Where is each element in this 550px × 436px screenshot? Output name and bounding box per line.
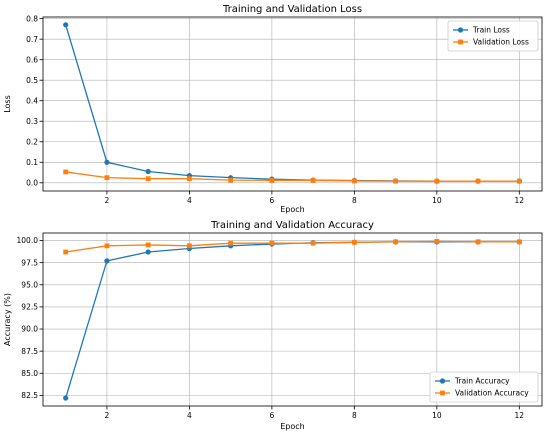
legend-marker-circle xyxy=(439,378,446,384)
legend: Train Accuracy Validation Accuracy xyxy=(429,371,539,403)
legend-box xyxy=(429,371,539,403)
data-point-validation xyxy=(393,178,398,184)
data-point-train xyxy=(63,22,69,28)
x-tick-label: 12 xyxy=(515,411,525,420)
legend-label: Train Accuracy xyxy=(454,377,510,386)
data-point-validation xyxy=(475,178,481,184)
x-tick-label: 4 xyxy=(187,196,192,205)
y-tick-label: 82.5 xyxy=(21,391,38,400)
y-tick-label: 97.5 xyxy=(21,258,38,267)
series-line-validation xyxy=(65,240,520,253)
y-tick-label: 92.5 xyxy=(21,303,38,312)
chart-title: Training and Validation Loss xyxy=(222,4,362,15)
data-point-validation xyxy=(475,239,481,245)
accuracy-chart: 2 4 6 8 10 12 82.5 85.0 87.5 90.0 92.5 95.0 97.5 100.… xyxy=(3,220,543,431)
data-point-validation xyxy=(145,242,151,248)
legend-label: Validation Accuracy xyxy=(455,389,529,398)
data-point-validation xyxy=(187,243,192,249)
x-tick-label: 8 xyxy=(352,196,357,205)
data-point-train xyxy=(145,249,151,255)
x-tick-label: 6 xyxy=(269,411,274,420)
data-point-validation xyxy=(228,177,234,183)
x-tick-label: 8 xyxy=(352,411,357,420)
data-point-train xyxy=(63,395,69,401)
x-tick-label: 2 xyxy=(105,411,110,420)
y-tick-label: 0.1 xyxy=(26,158,38,167)
x-tick-label: 2 xyxy=(105,196,110,205)
y-tick-label: 0.8 xyxy=(26,14,38,23)
legend-marker-square xyxy=(458,39,463,45)
y-tick-label: 100.0 xyxy=(17,236,39,245)
x-tick-label: 10 xyxy=(432,196,442,205)
data-point-validation xyxy=(228,240,234,246)
x-tick-label: 12 xyxy=(515,196,525,205)
legend-marker-circle xyxy=(457,27,464,33)
data-point-validation xyxy=(516,239,522,245)
legend-label: Validation Loss xyxy=(473,38,529,47)
data-point-validation xyxy=(516,178,522,184)
data-point-train xyxy=(104,258,110,264)
y-axis-label: Accuracy (%) xyxy=(3,293,12,346)
x-tick-label: 6 xyxy=(269,196,274,205)
data-point-validation xyxy=(393,239,398,245)
data-point-validation xyxy=(434,178,440,184)
y-tick-label: 0.7 xyxy=(26,35,38,44)
data-point-train xyxy=(145,168,151,175)
plot-frame xyxy=(42,232,543,407)
legend-label: Train Loss xyxy=(472,26,510,35)
data-point-validation xyxy=(310,177,316,183)
x-tick-label: 10 xyxy=(432,411,442,420)
y-tick-label: 0.0 xyxy=(26,178,38,187)
data-point-validation xyxy=(187,176,192,182)
y-tick-label: 90.0 xyxy=(21,325,38,334)
y-tick-label: 0.5 xyxy=(26,76,38,85)
y-tick-label: 87.5 xyxy=(21,347,38,356)
y-axis-label: Loss xyxy=(3,95,12,113)
legend-marker-square xyxy=(440,390,445,396)
x-axis-label: Epoch xyxy=(280,205,305,214)
data-point-train xyxy=(104,159,110,165)
data-point-validation xyxy=(104,243,110,249)
loss-chart: 2 4 6 8 10 12 0.0 0.1 0.2 0.3 0.4 0.5 0.6 0.7 0.8 Train… xyxy=(3,4,543,214)
x-tick-label: 4 xyxy=(187,411,192,420)
plot-frame xyxy=(42,16,543,192)
data-point-validation xyxy=(63,169,69,175)
y-tick-label: 0.6 xyxy=(26,55,38,64)
series-line-validation xyxy=(65,171,520,182)
data-point-validation xyxy=(310,240,316,246)
data-point-validation xyxy=(351,239,357,245)
y-tick-label: 0.4 xyxy=(26,96,38,105)
data-point-validation xyxy=(63,249,69,255)
x-axis-label: Epoch xyxy=(280,422,305,431)
chart-title: Training and Validation Accuracy xyxy=(210,220,374,231)
data-point-validation xyxy=(434,239,440,244)
data-point-validation xyxy=(145,176,151,182)
legend-box xyxy=(447,20,539,52)
data-point-validation xyxy=(269,177,275,183)
data-point-validation xyxy=(351,178,357,184)
y-tick-label: 0.3 xyxy=(26,117,38,126)
y-tick-label: 0.2 xyxy=(26,137,38,146)
data-point-validation xyxy=(269,240,275,246)
legend: Train Loss Validation Loss xyxy=(447,20,539,52)
data-point-validation xyxy=(104,175,110,181)
y-tick-label: 95.0 xyxy=(21,280,38,289)
y-tick-label: 85.0 xyxy=(21,369,38,378)
